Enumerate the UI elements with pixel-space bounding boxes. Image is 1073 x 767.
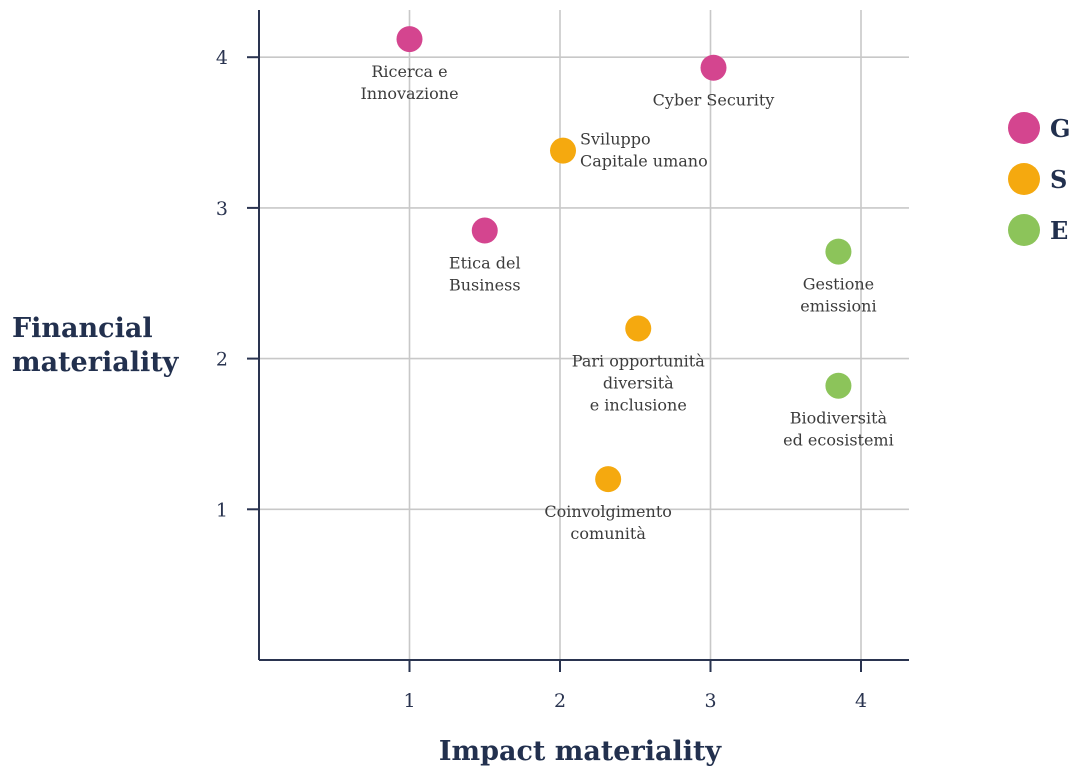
data-point-label: ed ecosistemi [783,431,894,450]
y-tick-label-2: 2 [216,349,228,371]
data-point-label: Coinvolgimento [544,502,671,521]
legend-label-s: S [1050,165,1067,194]
data-point-label: Ricerca e [371,62,447,81]
data-points [396,26,852,493]
data-point-label: Cyber Security [653,91,775,110]
data-point-label: Biodiversità [790,409,888,428]
data-point [595,466,622,493]
data-point-label: Gestione [803,275,874,294]
x-tick-label-2: 2 [554,690,566,712]
legend-marker-g [1008,112,1040,144]
data-point-label: Pari opportunità [572,351,705,370]
y-axis-title-line: Financial [12,313,153,344]
data-point-label: diversità [603,373,674,392]
tick-labels: 1 2 3 4 1 2 3 4 [216,47,867,712]
data-point-label: Sviluppo [580,130,651,149]
y-tick-label-4: 4 [216,47,228,69]
data-point [625,315,652,342]
legend-marker-s [1008,163,1040,195]
point-labels: Ricerca e Innovazione Cyber Security Svilup… [360,62,893,543]
data-point-label: Innovazione [360,84,458,103]
legend-label-g: G [1050,114,1071,143]
data-point-label: emissioni [800,297,876,316]
data-point [550,137,577,164]
y-axis-title-line: materiality [12,347,180,378]
data-point [396,26,423,53]
legend-marker-e [1008,214,1040,246]
x-tick-label-3: 3 [704,690,716,712]
data-point [825,238,852,265]
data-point [471,217,498,244]
data-point-label: Business [449,276,521,295]
data-point-label: comunità [570,524,646,543]
axes [247,10,909,672]
data-point-label: Capitale umano [580,152,708,171]
grid-lines [259,10,909,660]
data-point-label: e inclusione [590,395,687,414]
x-tick-label-4: 4 [855,690,867,712]
x-axis-title: Impact materiality [439,736,723,767]
y-tick-label-3: 3 [216,198,228,220]
legend-label-e: E [1050,216,1068,245]
legend: GSE [1008,112,1071,246]
data-point [700,54,727,81]
data-point [825,372,852,399]
y-tick-label-1: 1 [216,499,228,521]
x-tick-label-1: 1 [403,690,415,712]
data-point-label: Etica del [449,254,521,273]
